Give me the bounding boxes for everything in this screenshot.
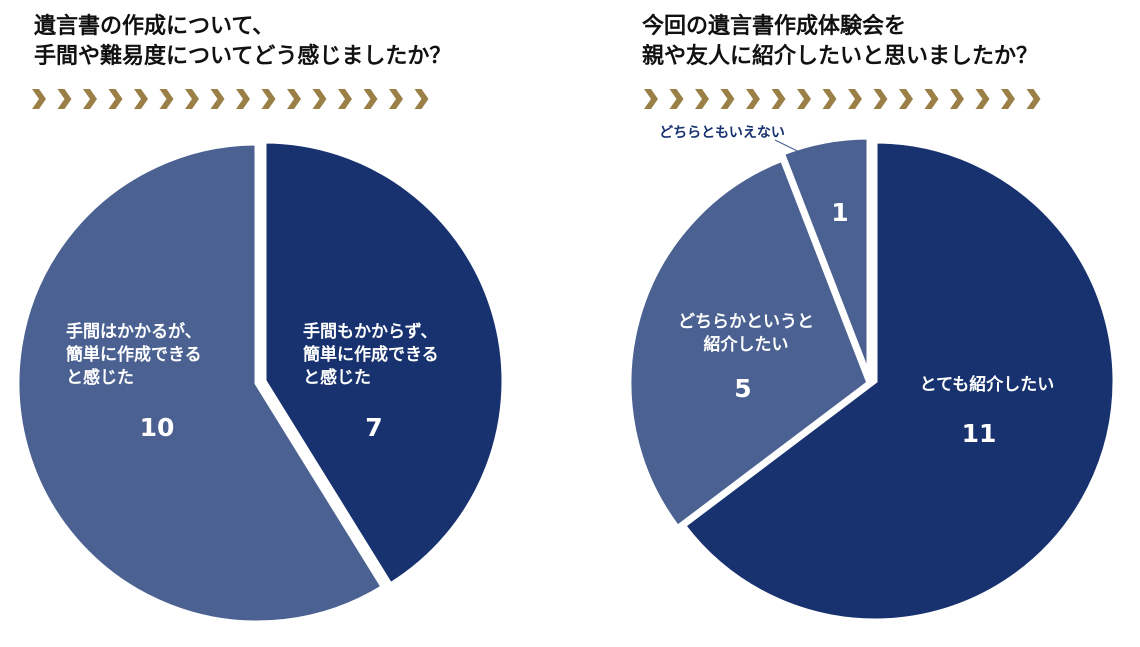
chevron-arrow-icon <box>185 89 199 109</box>
chevron-arrow-icon <box>414 89 429 109</box>
pie-slice <box>14 140 387 626</box>
chart-title-right: 今回の遺言書作成体験会を 親や友人に紹介したいと思いましたか？ <box>642 12 1038 72</box>
slice-label: と感じた <box>66 367 134 388</box>
slice-label: 紹介したい <box>704 334 789 355</box>
chevron-arrow-icon <box>746 89 760 109</box>
chevron-arrow-icon <box>57 89 72 109</box>
chevron-arrow-icon <box>287 89 301 109</box>
chevron-arrow-icon <box>32 89 46 109</box>
chevron-arrow-icon <box>669 89 684 109</box>
chevron-arrow-icon <box>771 89 786 109</box>
pie-slice <box>679 138 1118 624</box>
chart-title-left: 遺言書の作成について、 手間や難易度についてどう感じましたか？ <box>34 12 451 72</box>
chart-title-right-line-2: 親や友人に紹介したいと思いましたか？ <box>642 44 1039 69</box>
slice-label: とても紹介したい <box>920 374 1055 395</box>
chevron-arrow-icon <box>389 89 403 109</box>
chevron-arrow-icon <box>1001 89 1015 109</box>
chevron-arrow-icon <box>924 89 939 109</box>
chevron-arrow-icon <box>720 89 735 109</box>
chart-title-right-line-1: 今回の遺言書作成体験会を <box>642 14 907 39</box>
chevron-arrow-icon <box>695 89 709 109</box>
slice-label: どちらかというと <box>678 312 814 332</box>
pie-slice <box>261 138 507 589</box>
slice-label: どちらともいえない <box>659 125 785 141</box>
slice-label: 簡単に作成できる <box>302 344 439 365</box>
slice-label: 手間はかかるが、 <box>66 321 202 342</box>
chevron-divider-right <box>644 89 1041 109</box>
pie-slice <box>626 155 873 532</box>
chevron-arrow-icon <box>873 89 888 109</box>
chevron-arrow-icon <box>134 89 148 109</box>
chevron-divider-left <box>32 89 429 109</box>
slice-label: と感じた <box>303 367 371 388</box>
chart-title-left-line-2: 手間や難易度についてどう感じましたか？ <box>34 44 452 69</box>
chevron-arrow-icon <box>159 89 174 109</box>
chevron-arrow-icon <box>975 89 990 109</box>
slice-value-label: 1 <box>831 198 848 227</box>
slice-value-label: 7 <box>365 413 382 442</box>
chart-title-left-line-1: 遺言書の作成について、 <box>34 14 275 39</box>
slice-value-label: 10 <box>140 413 175 442</box>
pie-slice <box>779 134 872 378</box>
chevron-arrow-icon <box>261 89 276 109</box>
slice-label: 手間もかからず、 <box>303 321 437 342</box>
slice-value-label: 11 <box>962 419 997 448</box>
chevron-arrow-icon <box>822 89 837 109</box>
chevron-arrow-icon <box>363 89 378 109</box>
callout-leader-line <box>774 139 829 167</box>
chevron-arrow-icon <box>338 89 352 109</box>
chevron-arrow-icon <box>83 89 97 109</box>
chevron-arrow-icon <box>644 89 658 109</box>
chevron-arrow-icon <box>797 89 811 109</box>
slice-value-label: 5 <box>734 374 751 403</box>
slice-label: 簡単に作成できる <box>65 344 202 365</box>
chevron-arrow-icon <box>899 89 913 109</box>
chevron-arrow-icon <box>1026 89 1041 109</box>
chevron-arrow-icon <box>236 89 250 109</box>
chevron-arrow-icon <box>950 89 964 109</box>
chart-panel-left: 遺言書の作成について、 手間や難易度についてどう感じましたか？ 手間もかからず、… <box>14 12 507 626</box>
chevron-arrow-icon <box>210 89 225 109</box>
pie-chart-left: 手間もかからず、簡単に作成できると感じた7手間はかかるが、簡単に作成できると感じ… <box>14 138 507 626</box>
chevron-arrow-icon <box>312 89 327 109</box>
chevron-arrow-icon <box>848 89 862 109</box>
chevron-arrow-icon <box>108 89 123 109</box>
chart-panel-right: 今回の遺言書作成体験会を 親や友人に紹介したいと思いましたか？ とても紹介したい… <box>570 0 1140 647</box>
